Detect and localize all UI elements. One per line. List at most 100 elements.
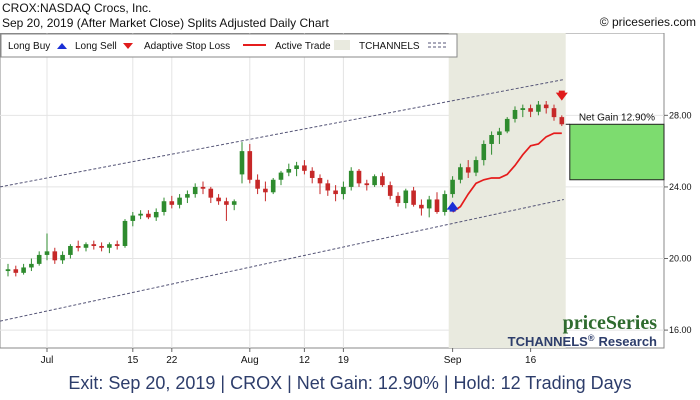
candle bbox=[372, 174, 377, 187]
candle bbox=[60, 251, 65, 264]
legend-adaptive-stop: Adaptive Stop Loss bbox=[144, 41, 230, 52]
candle-body bbox=[208, 188, 214, 198]
candle bbox=[380, 172, 385, 187]
candle-body bbox=[5, 269, 11, 272]
candle-body bbox=[520, 108, 526, 110]
long-sell-arrow bbox=[555, 90, 568, 101]
candle bbox=[52, 247, 58, 264]
candle-body bbox=[192, 186, 198, 195]
candle bbox=[536, 101, 541, 116]
candle-body bbox=[270, 179, 276, 193]
candle bbox=[309, 167, 315, 184]
candle-body bbox=[317, 177, 323, 184]
legend-active-swatch-icon bbox=[334, 40, 350, 50]
candle-body bbox=[177, 197, 182, 205]
candle-body bbox=[161, 201, 167, 212]
candle bbox=[559, 115, 565, 127]
candle bbox=[512, 106, 518, 123]
candle-body bbox=[364, 183, 370, 186]
x-tick-label: 16 bbox=[525, 355, 537, 366]
candle-body bbox=[543, 104, 549, 109]
long-buy-arrow bbox=[446, 201, 459, 212]
candle bbox=[543, 101, 549, 114]
candle-body bbox=[497, 131, 502, 136]
candle bbox=[551, 104, 557, 121]
candle-body bbox=[489, 135, 494, 144]
x-tick-label: 12 bbox=[299, 355, 311, 366]
candle bbox=[247, 143, 253, 184]
candle-body bbox=[200, 186, 206, 189]
candle-body bbox=[122, 220, 128, 246]
candle bbox=[114, 240, 120, 250]
candle bbox=[426, 195, 432, 218]
watermark-product-name: TCHANNELS bbox=[508, 334, 588, 349]
trade-summary-footer: Exit: Sep 20, 2019 | CROX | Net Gain: 12… bbox=[68, 373, 632, 393]
candle bbox=[169, 195, 175, 209]
candle bbox=[146, 210, 151, 220]
candle-body bbox=[559, 117, 565, 125]
candle-body bbox=[185, 194, 190, 198]
candle bbox=[44, 233, 50, 261]
x-tick-label: Jul bbox=[41, 355, 54, 366]
candle bbox=[68, 244, 73, 259]
candle bbox=[13, 265, 19, 277]
candle bbox=[286, 163, 292, 177]
candle-body bbox=[60, 254, 65, 261]
candle bbox=[270, 177, 276, 195]
candle bbox=[294, 161, 299, 177]
legend-sell-arrow-icon bbox=[123, 43, 133, 49]
x-tick-label: 22 bbox=[166, 355, 178, 366]
y-tick-label: 28.00 bbox=[669, 110, 692, 120]
candle-body bbox=[153, 211, 159, 218]
candle bbox=[99, 242, 104, 252]
candle bbox=[224, 197, 229, 221]
net-gain-label: Net Gain 12.90% bbox=[579, 112, 655, 123]
candle bbox=[208, 186, 214, 204]
candle-body bbox=[403, 190, 409, 204]
candle-body bbox=[138, 213, 143, 216]
tchannel bbox=[0, 79, 564, 322]
watermark-product: TCHANNELS® Research bbox=[508, 333, 657, 349]
candle-body bbox=[146, 213, 151, 218]
candle-body bbox=[130, 215, 136, 221]
candle bbox=[302, 160, 307, 175]
candle bbox=[231, 199, 237, 211]
x-tick-label: 19 bbox=[338, 355, 350, 366]
candle-body bbox=[255, 179, 260, 189]
candle bbox=[473, 156, 479, 177]
candle bbox=[520, 104, 526, 118]
y-tick-label: 24.00 bbox=[669, 182, 692, 192]
candle-body bbox=[263, 188, 268, 193]
legend: Long Buy Long Sell Adaptive Stop Loss Ac… bbox=[0, 33, 458, 58]
candle bbox=[450, 176, 455, 198]
candle bbox=[411, 186, 416, 207]
candle bbox=[263, 181, 268, 202]
candle-body bbox=[91, 244, 97, 246]
chart-title: CROX:NASDAQ Crocs, Inc. bbox=[2, 1, 152, 15]
candle-body bbox=[21, 267, 26, 273]
price-chart: Net Gain 12.90% Jul 15 22 Aug 12 19 Sep 16 16.0… bbox=[0, 32, 692, 366]
candle-body bbox=[75, 245, 81, 248]
x-axis: Jul 15 22 Aug 12 19 Sep 16 bbox=[41, 348, 537, 366]
candle-body bbox=[216, 197, 221, 202]
y-tick-label: 16.00 bbox=[669, 325, 692, 335]
candle bbox=[465, 160, 471, 178]
candle bbox=[333, 185, 338, 202]
candle-body bbox=[411, 190, 416, 205]
candle-body bbox=[481, 143, 487, 161]
candle-body bbox=[536, 104, 541, 112]
adaptive-stop-line bbox=[452, 132, 562, 213]
candle bbox=[75, 240, 81, 252]
candle-body bbox=[473, 160, 479, 173]
candle bbox=[278, 170, 284, 186]
candle-body bbox=[52, 251, 58, 261]
candle bbox=[356, 169, 362, 187]
candle bbox=[364, 179, 370, 191]
candle-body bbox=[231, 201, 237, 205]
net-gain-box bbox=[569, 123, 665, 181]
candle-body bbox=[380, 176, 385, 186]
candle-body bbox=[44, 251, 50, 255]
candle bbox=[497, 127, 502, 144]
candle bbox=[528, 104, 533, 118]
candle-body bbox=[302, 165, 307, 171]
